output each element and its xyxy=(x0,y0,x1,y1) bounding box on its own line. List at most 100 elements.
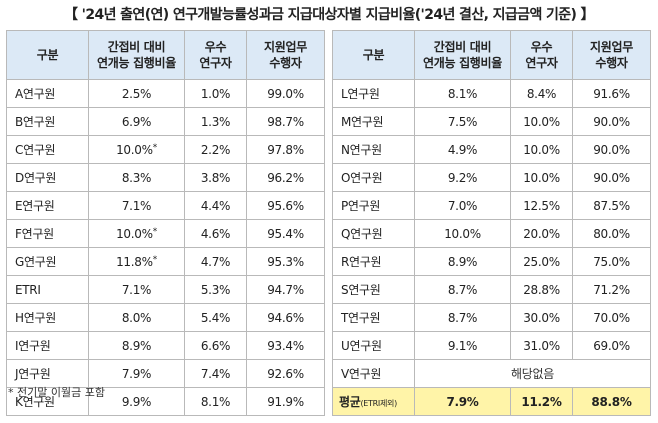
table-row: Q연구원 10.0% 20.0% 80.0% xyxy=(332,219,651,248)
footnote: * 전기말 이월금 포함 xyxy=(8,386,105,399)
row-excellent: 5.4% xyxy=(184,303,247,332)
row-name: M연구원 xyxy=(332,107,415,136)
average-support: 88.8% xyxy=(572,387,651,416)
footnote-marker: * xyxy=(152,254,158,265)
row-support: 93.4% xyxy=(246,331,325,360)
table-row-v: V연구원 해당없음 xyxy=(332,359,651,388)
footnote-marker: * xyxy=(152,226,158,237)
row-ratio: 8.7% xyxy=(414,303,511,332)
table-row: S연구원 8.7% 28.8% 71.2% xyxy=(332,275,651,304)
table-row: T연구원 8.7% 30.0% 70.0% xyxy=(332,303,651,332)
row-support: 95.6% xyxy=(246,191,325,220)
row-support: 92.6% xyxy=(246,359,325,388)
table-row: K연구원 9.9% 8.1% 91.9% xyxy=(6,387,325,416)
header-ratio: 간접비 대비 연개능 집행비율 xyxy=(414,30,511,80)
table-row: ETRI 7.1% 5.3% 94.7% xyxy=(6,275,325,304)
row-support: 70.0% xyxy=(572,303,651,332)
row-support: 95.4% xyxy=(246,219,325,248)
row-excellent: 5.3% xyxy=(184,275,247,304)
row-ratio: 8.3% xyxy=(88,163,185,192)
row-name: T연구원 xyxy=(332,303,415,332)
row-support: 95.3% xyxy=(246,247,325,276)
row-name: L연구원 xyxy=(332,79,415,108)
row-excellent: 10.0% xyxy=(510,107,573,136)
row-name: O연구원 xyxy=(332,163,415,192)
table-row: R연구원 8.9% 25.0% 75.0% xyxy=(332,247,651,276)
row-ratio: 2.5% xyxy=(88,79,185,108)
row-merged-value: 해당없음 xyxy=(414,359,651,388)
row-excellent: 3.8% xyxy=(184,163,247,192)
row-excellent: 2.2% xyxy=(184,135,247,164)
row-ratio: 10.0%* xyxy=(88,135,185,164)
header-row: 구분 간접비 대비 연개능 집행비율 우수 연구자 지원업무 수행자 xyxy=(6,30,325,80)
row-excellent: 4.4% xyxy=(184,191,247,220)
table-row: I연구원 8.9% 6.6% 93.4% xyxy=(6,331,325,360)
row-excellent: 10.0% xyxy=(510,135,573,164)
average-row: 평균(ETRI제외) 7.9% 11.2% 88.8% xyxy=(332,387,651,416)
row-name: H연구원 xyxy=(6,303,89,332)
row-name: A연구원 xyxy=(6,79,89,108)
row-support: 94.7% xyxy=(246,275,325,304)
row-excellent: 30.0% xyxy=(510,303,573,332)
header-category: 구분 xyxy=(6,30,89,80)
row-support: 97.8% xyxy=(246,135,325,164)
row-name: R연구원 xyxy=(332,247,415,276)
table-row: P연구원 7.0% 12.5% 87.5% xyxy=(332,191,651,220)
row-excellent: 12.5% xyxy=(510,191,573,220)
row-excellent: 28.8% xyxy=(510,275,573,304)
row-ratio: 8.0% xyxy=(88,303,185,332)
row-ratio: 8.7% xyxy=(414,275,511,304)
row-support: 91.9% xyxy=(246,387,325,416)
row-excellent: 1.3% xyxy=(184,107,247,136)
table-row: C연구원 10.0%* 2.2% 97.8% xyxy=(6,135,325,164)
row-name: E연구원 xyxy=(6,191,89,220)
row-name: J연구원 xyxy=(6,359,89,388)
header-category: 구분 xyxy=(332,30,415,80)
row-ratio: 10.0%* xyxy=(88,219,185,248)
row-name: I연구원 xyxy=(6,331,89,360)
row-excellent: 7.4% xyxy=(184,359,247,388)
page-title: 【 '24년 출연(연) 연구개발능률성과금 지급대상자별 지급비율('24년 … xyxy=(63,7,595,23)
row-ratio: 8.9% xyxy=(88,331,185,360)
table-row: O연구원 9.2% 10.0% 90.0% xyxy=(332,163,651,192)
table-row: D연구원 8.3% 3.8% 96.2% xyxy=(6,163,325,192)
row-excellent: 31.0% xyxy=(510,331,573,360)
row-excellent: 10.0% xyxy=(510,163,573,192)
row-support: 98.7% xyxy=(246,107,325,136)
row-ratio: 7.1% xyxy=(88,275,185,304)
average-excellent: 11.2% xyxy=(510,387,573,416)
row-ratio: 7.5% xyxy=(414,107,511,136)
row-ratio: 10.0% xyxy=(414,219,511,248)
row-name: F연구원 xyxy=(6,219,89,248)
average-ratio: 7.9% xyxy=(414,387,511,416)
table-row: M연구원 7.5% 10.0% 90.0% xyxy=(332,107,651,136)
header-row: 구분 간접비 대비 연개능 집행비율 우수 연구자 지원업무 수행자 xyxy=(332,30,651,80)
table-row: N연구원 4.9% 10.0% 90.0% xyxy=(332,135,651,164)
right-table: 구분 간접비 대비 연개능 집행비율 우수 연구자 지원업무 수행자 L연구원 8.1%… xyxy=(332,30,651,416)
row-support: 87.5% xyxy=(572,191,651,220)
table-row: E연구원 7.1% 4.4% 95.6% xyxy=(6,191,325,220)
table-row: A연구원 2.5% 1.0% 99.0% xyxy=(6,79,325,108)
row-excellent: 8.1% xyxy=(184,387,247,416)
header-ratio: 간접비 대비 연개능 집행비율 xyxy=(88,30,185,80)
row-name: ETRI xyxy=(6,275,89,304)
row-ratio: 8.9% xyxy=(414,247,511,276)
row-excellent: 1.0% xyxy=(184,79,247,108)
row-support: 96.2% xyxy=(246,163,325,192)
row-support: 90.0% xyxy=(572,107,651,136)
row-ratio: 6.9% xyxy=(88,107,185,136)
table-row: J연구원 7.9% 7.4% 92.6% xyxy=(6,359,325,388)
row-ratio: 9.2% xyxy=(414,163,511,192)
footnote-marker: * xyxy=(152,142,158,153)
row-name: B연구원 xyxy=(6,107,89,136)
row-name: D연구원 xyxy=(6,163,89,192)
row-excellent: 6.6% xyxy=(184,331,247,360)
row-ratio: 4.9% xyxy=(414,135,511,164)
row-ratio: 7.0% xyxy=(414,191,511,220)
row-support: 75.0% xyxy=(572,247,651,276)
row-support: 99.0% xyxy=(246,79,325,108)
row-name: C연구원 xyxy=(6,135,89,164)
table-row: H연구원 8.0% 5.4% 94.6% xyxy=(6,303,325,332)
row-name: P연구원 xyxy=(332,191,415,220)
row-name: U연구원 xyxy=(332,331,415,360)
